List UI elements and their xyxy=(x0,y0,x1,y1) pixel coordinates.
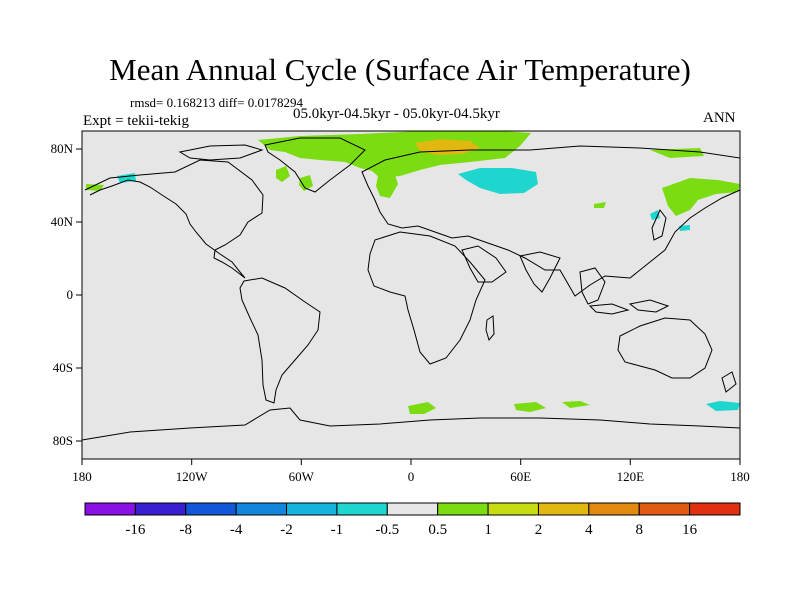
siberia-arctic-anomaly xyxy=(650,148,704,158)
colorbar-box xyxy=(286,502,338,516)
greenland-coast xyxy=(264,137,366,193)
antarctica-coast xyxy=(81,407,741,441)
colorbar-label: 16 xyxy=(682,522,698,538)
africa-coast xyxy=(367,231,486,365)
y-tick-label: 80N xyxy=(51,141,74,156)
colorbar-label: 2 xyxy=(535,522,543,538)
southern-ocean-atlantic-anomaly xyxy=(408,402,436,414)
colorbar-label: -0.5 xyxy=(375,522,399,538)
colorbar-box xyxy=(336,502,388,516)
colorbar-box xyxy=(134,502,187,516)
east-asia-anomaly xyxy=(662,178,740,216)
colorbar-label: -4 xyxy=(230,522,243,538)
south-america-coast xyxy=(239,277,321,404)
y-tick-label: 40S xyxy=(53,360,73,375)
x-tick-label: 180 xyxy=(730,469,750,484)
chart-title: Mean Annual Cycle (Surface Air Temperatu… xyxy=(109,52,691,87)
greenland-west-anomaly xyxy=(276,166,290,182)
map-background xyxy=(82,131,740,459)
rmsd-diff-stats: rmsd= 0.168213 diff= 0.0178294 xyxy=(130,95,303,110)
greenland-south-anomaly xyxy=(299,175,313,191)
arctic-canada-coast xyxy=(178,144,264,161)
period-subtitle: 05.0kyr-04.5kyr - 05.0kyr-04.5kyr xyxy=(293,106,500,122)
y-tick-marks xyxy=(76,148,82,442)
japan-coast xyxy=(651,209,667,241)
x-tick-marks xyxy=(81,459,741,465)
colorbar-label: 8 xyxy=(635,522,643,538)
experiment-label: Expt = tekii-tekig xyxy=(83,113,189,129)
x-tick-label: 60E xyxy=(510,469,531,484)
x-tick-label: 0 xyxy=(408,469,415,484)
colorbar-box xyxy=(185,502,237,516)
y-tick-label: 80S xyxy=(53,433,73,448)
colorbar-box xyxy=(638,502,691,516)
southern-ocean-east-anomaly xyxy=(562,401,590,408)
japan-anomaly xyxy=(650,210,660,220)
north-america-coast xyxy=(84,159,264,279)
barents-sea-core-anomaly xyxy=(415,139,480,155)
se-asia-coast xyxy=(579,267,606,305)
madagascar-coast xyxy=(485,315,495,342)
anomaly-layer xyxy=(86,131,740,414)
scandinavia-anomaly xyxy=(376,172,398,198)
x-tick-label: 60W xyxy=(289,469,315,484)
colorbar-label: -1 xyxy=(331,522,344,538)
season-label: ANN xyxy=(703,110,736,126)
colorbar-box xyxy=(235,502,288,516)
colorbar-box xyxy=(537,502,590,516)
west-siberia-anomaly xyxy=(458,168,538,194)
colorbar-box xyxy=(84,502,136,516)
colorbar-label: -2 xyxy=(280,522,293,538)
colorbar-box xyxy=(487,502,539,516)
x-tick-label: 120W xyxy=(176,469,209,484)
colorbar-label: 0.5 xyxy=(428,522,447,538)
australia-coast xyxy=(617,317,713,379)
colorbar-label: 1 xyxy=(484,522,492,538)
new-zealand-coast xyxy=(721,371,737,393)
colorbar-box xyxy=(588,502,640,516)
sw-pacific-anomaly xyxy=(706,401,740,411)
colorbar-box xyxy=(689,502,741,516)
y-tick-label: 40N xyxy=(51,214,74,229)
y-tick-labels: 80N 40N 0 40S 80S xyxy=(51,141,74,448)
india-coast xyxy=(519,251,561,293)
arabia-coast xyxy=(461,245,507,283)
southern-ocean-indian-anomaly xyxy=(514,402,546,412)
colorbar-label: 4 xyxy=(585,522,593,538)
x-tick-labels: 180 120W 60W 0 60E 120E 180 xyxy=(72,469,750,484)
indonesia-coast xyxy=(588,299,670,315)
colorbar-label: -8 xyxy=(180,522,193,538)
central-asia-anomaly xyxy=(594,202,606,208)
coastlines xyxy=(81,137,741,441)
colorbar xyxy=(84,502,741,516)
alaska-west-anomaly xyxy=(86,184,104,191)
nw-pacific-anomaly xyxy=(679,225,690,231)
europe-asia-coast xyxy=(361,145,741,297)
colorbar-label: -16 xyxy=(125,522,145,538)
y-tick-label: 0 xyxy=(67,287,74,302)
x-tick-label: 120E xyxy=(617,469,645,484)
colorbar-box xyxy=(386,502,439,516)
colorbar-box xyxy=(437,502,489,516)
colorbar-labels: -16 -8 -4 -2 -1 -0.5 0.5 1 2 4 8 16 xyxy=(125,522,697,538)
x-tick-label: 180 xyxy=(72,469,92,484)
